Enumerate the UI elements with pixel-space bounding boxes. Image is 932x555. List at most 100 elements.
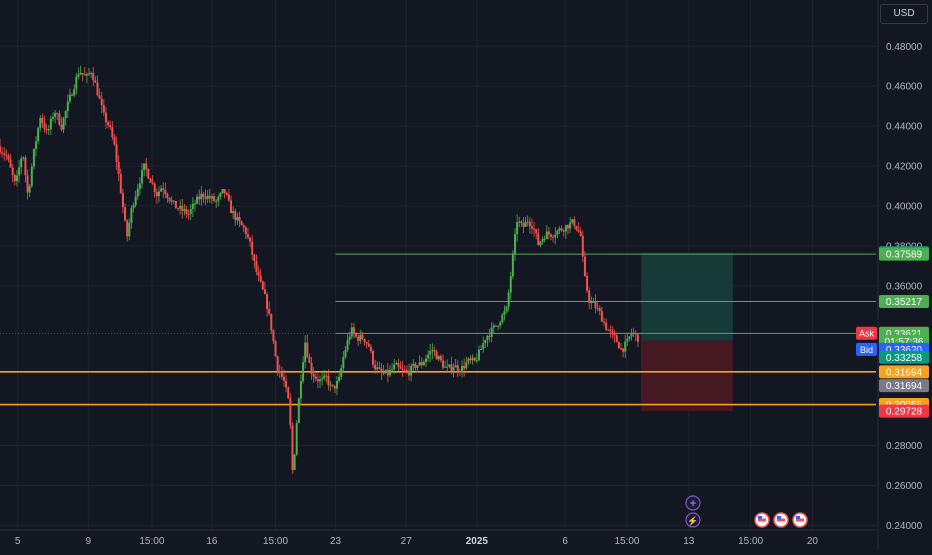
candle-body: [143, 163, 146, 171]
candle-body: [238, 217, 241, 222]
candle-body: [509, 276, 512, 293]
candle-body: [475, 360, 478, 362]
price-label: 0.31694: [886, 367, 923, 378]
candle-body: [361, 334, 364, 339]
candle-body: [200, 193, 203, 200]
candle-body: [569, 222, 572, 229]
candle-body: [611, 331, 614, 333]
price-tick-label: 0.48000: [886, 42, 923, 53]
candle-body: [79, 72, 82, 75]
price-tick-label: 0.40000: [886, 202, 923, 213]
bid-tag-label: Bid: [860, 345, 873, 355]
stop-zone[interactable]: [641, 340, 733, 412]
candle-body: [564, 225, 567, 232]
candle-body: [206, 195, 209, 199]
candle-body: [30, 166, 33, 187]
candle-body: [126, 220, 129, 237]
candle-body: [297, 398, 300, 424]
candle-body: [433, 350, 436, 352]
candle-body: [244, 227, 247, 235]
target-zone[interactable]: [641, 252, 733, 341]
candle-body: [115, 144, 118, 163]
candle-body: [594, 301, 597, 309]
lightning-icon[interactable]: [685, 512, 701, 528]
candle-body: [484, 340, 487, 344]
candle-body: [234, 211, 237, 221]
candle-body: [520, 221, 523, 224]
time-tick-label: 15:00: [738, 536, 763, 547]
price-tick-label: 0.26000: [886, 481, 923, 492]
candle-body: [58, 113, 61, 125]
add-icon[interactable]: [685, 495, 701, 511]
candle-body: [187, 214, 190, 216]
candle-body: [5, 154, 8, 156]
candle-body: [566, 225, 569, 229]
candle-body: [251, 241, 254, 255]
flag-canton: [777, 516, 781, 519]
candle-body: [526, 221, 529, 223]
candle-body: [138, 183, 141, 189]
candle-body: [210, 196, 213, 199]
candle-body: [291, 425, 294, 470]
candle-body: [28, 186, 31, 193]
candle-body: [554, 234, 557, 238]
candle-body: [429, 351, 432, 355]
price-tick-label: 0.46000: [886, 82, 923, 93]
candle-body: [166, 194, 169, 199]
candle-body: [140, 170, 143, 184]
candle-body: [530, 226, 533, 229]
candle-body: [13, 174, 16, 182]
price-label: 0.29728: [886, 407, 923, 418]
candle-body: [130, 208, 133, 223]
candle-body: [71, 94, 74, 96]
candle-body: [181, 205, 184, 211]
candle-body: [619, 348, 622, 350]
candle-body: [113, 137, 116, 145]
candle-body: [355, 333, 358, 337]
candle-body: [416, 365, 419, 368]
price-tick-label: 0.28000: [886, 441, 923, 452]
candle-body: [503, 311, 506, 315]
candle-body: [541, 238, 544, 242]
candle-body: [9, 159, 12, 168]
candle-body: [20, 158, 23, 168]
candle-body: [261, 281, 264, 290]
candle-body: [151, 182, 154, 184]
candle-body: [384, 369, 387, 374]
candle-body: [524, 221, 527, 227]
candle-body: [418, 362, 421, 366]
candle-body: [583, 256, 586, 276]
price-label-box: [879, 294, 929, 308]
candle-body: [414, 363, 417, 368]
candle-body: [219, 193, 222, 198]
candle-body: [492, 325, 495, 328]
candle-body: [505, 306, 508, 312]
candle-body: [636, 334, 639, 342]
candle-body: [285, 380, 288, 388]
candle-body: [51, 116, 54, 119]
candle-body: [198, 196, 201, 200]
candle-body: [94, 80, 97, 83]
candle-body: [346, 340, 349, 350]
price-axis[interactable]: [878, 0, 932, 550]
candle-body: [85, 73, 88, 76]
candle-body: [306, 342, 309, 357]
candle-body: [204, 196, 207, 199]
candle-body: [586, 275, 589, 291]
candle-body: [439, 356, 442, 361]
currency-button[interactable]: USD: [880, 4, 928, 24]
candle-body: [189, 209, 192, 215]
candle-body: [11, 167, 14, 175]
candle-body: [232, 211, 235, 214]
candle-body: [314, 376, 317, 380]
candle-body: [15, 175, 18, 182]
candle-body: [157, 191, 160, 197]
candle-body: [62, 117, 65, 130]
candle-body: [263, 289, 266, 294]
candle-body: [552, 236, 555, 238]
candle-body: [539, 241, 542, 246]
candle-body: [590, 302, 593, 304]
